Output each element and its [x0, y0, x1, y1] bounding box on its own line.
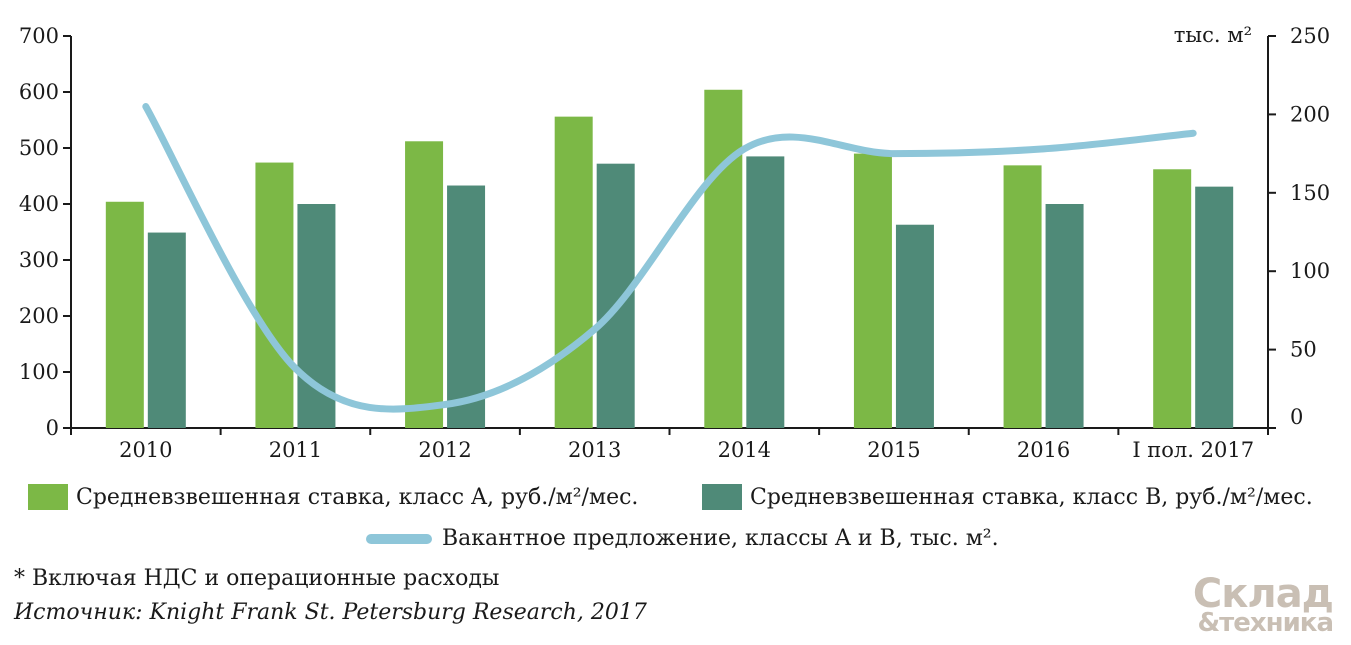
vacancy-legend-label: Вакантное предложение, классы A и B, тыс… — [442, 526, 999, 551]
class-a-swatch — [28, 484, 68, 510]
bar-class-b — [147, 232, 186, 428]
logo-line-1: Склад — [1192, 570, 1334, 617]
footnote: * Включая НДС и операционные расходы — [14, 566, 500, 591]
legend-item-class-a: Средневзвешенная ставка, класс A, руб./м… — [28, 484, 638, 510]
right-tick-label: 150 — [1290, 181, 1330, 205]
logo-line-2: &техника — [1197, 607, 1334, 638]
bar-class-b — [1195, 186, 1234, 428]
bar-class-a — [405, 141, 444, 428]
left-tick-label: 700 — [19, 24, 59, 48]
bar-class-b — [746, 156, 785, 428]
class-b-swatch — [702, 484, 742, 510]
combo-chart: 0 100 200 300 400 500 600 700 0 50 100 150 200 250 тыс… — [19, 23, 1330, 462]
right-tick-label: 50 — [1290, 338, 1317, 362]
bar-class-b — [895, 224, 934, 428]
x-tick-label: 2011 — [269, 438, 322, 462]
left-tick-label: 400 — [19, 192, 59, 216]
x-tick-label: 2013 — [568, 438, 621, 462]
x-tick-label: 2012 — [418, 438, 471, 462]
bar-class-a — [1153, 169, 1192, 428]
x-tick-label: 2014 — [718, 438, 771, 462]
right-tick-label: 100 — [1290, 259, 1330, 283]
left-tick-label: 100 — [19, 360, 59, 384]
bar-class-b — [1045, 204, 1084, 428]
right-tick-label: 200 — [1290, 102, 1330, 126]
left-tick-label: 300 — [19, 248, 59, 272]
left-tick-label: 0 — [46, 416, 59, 440]
left-tick-label: 200 — [19, 304, 59, 328]
vacancy-line — [142, 103, 1197, 413]
legend-item-vacancy: Вакантное предложение, классы A и B, тыс… — [366, 526, 999, 551]
legend-item-class-b: Средневзвешенная ставка, класс B, руб./м… — [702, 484, 1313, 510]
bar-class-a — [1003, 165, 1042, 429]
bar-class-a — [853, 153, 892, 428]
source-note: Источник: Knight Frank St. Petersburg Re… — [14, 600, 647, 625]
class-a-legend-label: Средневзвешенная ставка, класс A, руб./м… — [76, 484, 639, 510]
vacancy-swatch — [366, 533, 432, 544]
class-b-legend-label: Средневзвешенная ставка, класс B, руб./м… — [750, 484, 1313, 510]
left-tick-label: 600 — [19, 80, 59, 104]
bar-class-a — [255, 162, 294, 428]
right-axis-unit: тыс. м² — [1174, 23, 1252, 47]
bar-class-a — [554, 116, 593, 428]
publisher-logo: Склад &техника — [1192, 570, 1334, 638]
right-tick-label: 0 — [1290, 405, 1303, 429]
x-tick-label: 2010 — [119, 438, 172, 462]
x-tick-label: 2016 — [1017, 438, 1070, 462]
bar-class-a — [704, 89, 743, 428]
x-tick-label: 2015 — [867, 438, 920, 462]
bar-class-a — [105, 201, 144, 428]
x-tick-label: I пол. 2017 — [1132, 438, 1254, 462]
right-tick-label: 250 — [1290, 24, 1330, 48]
bar-class-b — [447, 185, 486, 428]
left-tick-label: 500 — [19, 136, 59, 160]
